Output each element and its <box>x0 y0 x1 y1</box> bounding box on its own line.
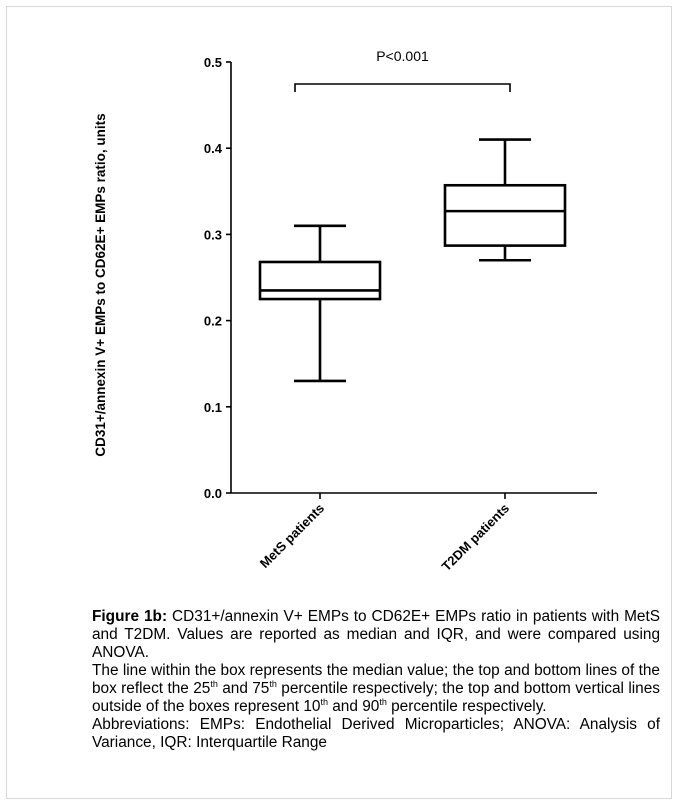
y-tick-label: 0.1 <box>204 400 222 415</box>
y-axis-label: CD31+/annexin V+ EMPs to CD62E+ EMPs rat… <box>93 113 108 456</box>
iqr-box <box>258 260 382 301</box>
caption-label: Figure 1b: <box>92 608 168 625</box>
boxes <box>258 138 567 383</box>
significance-bracket <box>294 83 511 92</box>
figure-frame: CD31+/annexin V+ EMPs to CD62E+ EMPs rat… <box>6 6 672 799</box>
p-value-label: P<0.001 <box>376 48 429 64</box>
y-tick-label: 0.0 <box>204 486 222 501</box>
caption-abbreviations: Abbreviations: EMPs: Endothelial Derived… <box>92 716 660 751</box>
y-tick-label: 0.2 <box>204 314 222 329</box>
y-tick-label: 0.5 <box>204 55 222 70</box>
caption-paragraph: Figure 1b: CD31+/annexin V+ EMPs to CD62… <box>92 608 660 662</box>
caption-note: The line within the box represents the m… <box>92 662 660 715</box>
x-tick-label: T2DM patients <box>439 501 512 574</box>
caption-text: CD31+/annexin V+ EMPs to CD62E+ EMPs rat… <box>92 608 661 661</box>
box-1 <box>258 224 382 383</box>
significance-annotation: P<0.001 <box>294 48 511 92</box>
iqr-box <box>443 183 567 247</box>
axes: 0.0 0.1 0.2 0.3 0.4 0.5 MetS patients T2DM pati… <box>204 55 597 574</box>
y-tick-label: 0.3 <box>204 227 222 242</box>
box-plot: CD31+/annexin V+ EMPs to CD62E+ EMPs rat… <box>93 48 597 574</box>
box-2 <box>443 138 567 262</box>
figure-caption: Figure 1b: CD31+/annexin V+ EMPs to CD62… <box>92 608 660 752</box>
x-tick-label: MetS patients <box>257 501 327 571</box>
y-tick-label: 0.4 <box>204 141 223 156</box>
